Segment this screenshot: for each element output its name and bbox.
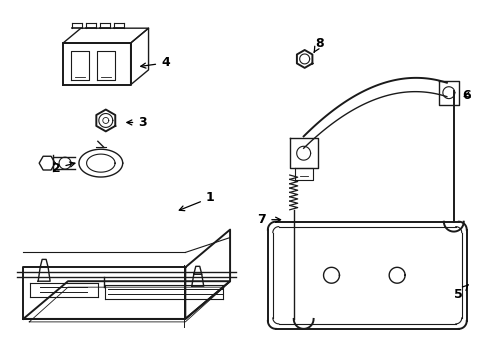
Text: 4: 4 bbox=[141, 57, 169, 69]
Text: 7: 7 bbox=[257, 213, 280, 226]
Text: 8: 8 bbox=[313, 37, 323, 53]
Text: 6: 6 bbox=[462, 89, 470, 102]
Text: 1: 1 bbox=[179, 192, 214, 211]
Text: 5: 5 bbox=[453, 285, 467, 301]
Text: 2: 2 bbox=[52, 162, 75, 175]
Text: 3: 3 bbox=[126, 116, 146, 129]
